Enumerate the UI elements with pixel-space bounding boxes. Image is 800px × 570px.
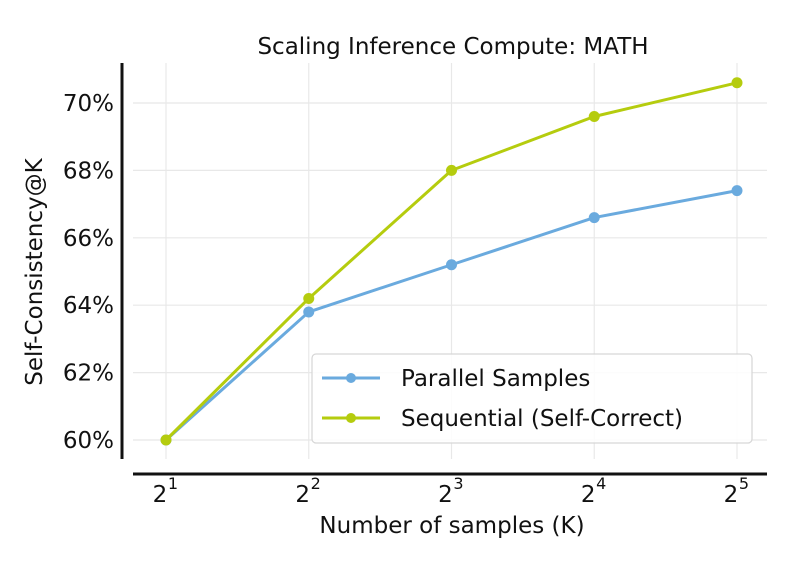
x-tick-label: 2 xyxy=(724,482,739,508)
y-tick-label: 70% xyxy=(63,91,114,117)
x-tick-exponent: 4 xyxy=(596,474,606,493)
legend-label: Sequential (Self-Correct) xyxy=(401,406,683,432)
data-point xyxy=(731,77,743,89)
y-tick-label: 64% xyxy=(63,293,114,319)
x-tick-exponent: 2 xyxy=(311,474,321,493)
y-tick-label: 60% xyxy=(63,428,114,454)
y-axis-label: Self-Consistency@K xyxy=(22,157,48,385)
x-tick-label: 2 xyxy=(581,482,596,508)
data-point xyxy=(588,212,600,224)
y-axis-ticks: 60% 62% 64% 66% 68% 70% xyxy=(63,91,114,454)
data-point xyxy=(446,259,457,271)
x-tick-exponent: 1 xyxy=(168,474,178,493)
data-point xyxy=(303,306,315,318)
data-point xyxy=(303,292,315,304)
legend-marker-icon xyxy=(346,373,356,383)
x-axis-label: Number of samples (K) xyxy=(319,513,584,539)
data-point xyxy=(588,110,600,122)
x-tick-label: 2 xyxy=(153,482,168,508)
legend: Parallel Samples Sequential (Self-Correct… xyxy=(311,353,753,444)
x-tick-exponent: 5 xyxy=(739,474,749,493)
x-tick-exponent: 3 xyxy=(453,474,463,493)
y-tick-label: 62% xyxy=(63,361,114,387)
y-tick-label: 66% xyxy=(63,226,114,252)
legend-label: Parallel Samples xyxy=(401,366,590,392)
data-series xyxy=(160,77,743,446)
data-point xyxy=(160,434,172,446)
y-tick-label: 68% xyxy=(63,158,114,184)
data-point xyxy=(446,164,457,176)
x-tick-label: 2 xyxy=(295,482,310,508)
x-tick-label: 2 xyxy=(438,482,453,508)
data-point xyxy=(731,185,743,197)
legend-marker-icon xyxy=(346,413,356,423)
legend-box xyxy=(311,353,753,444)
chart-title: Scaling Inference Compute: MATH xyxy=(257,34,648,60)
